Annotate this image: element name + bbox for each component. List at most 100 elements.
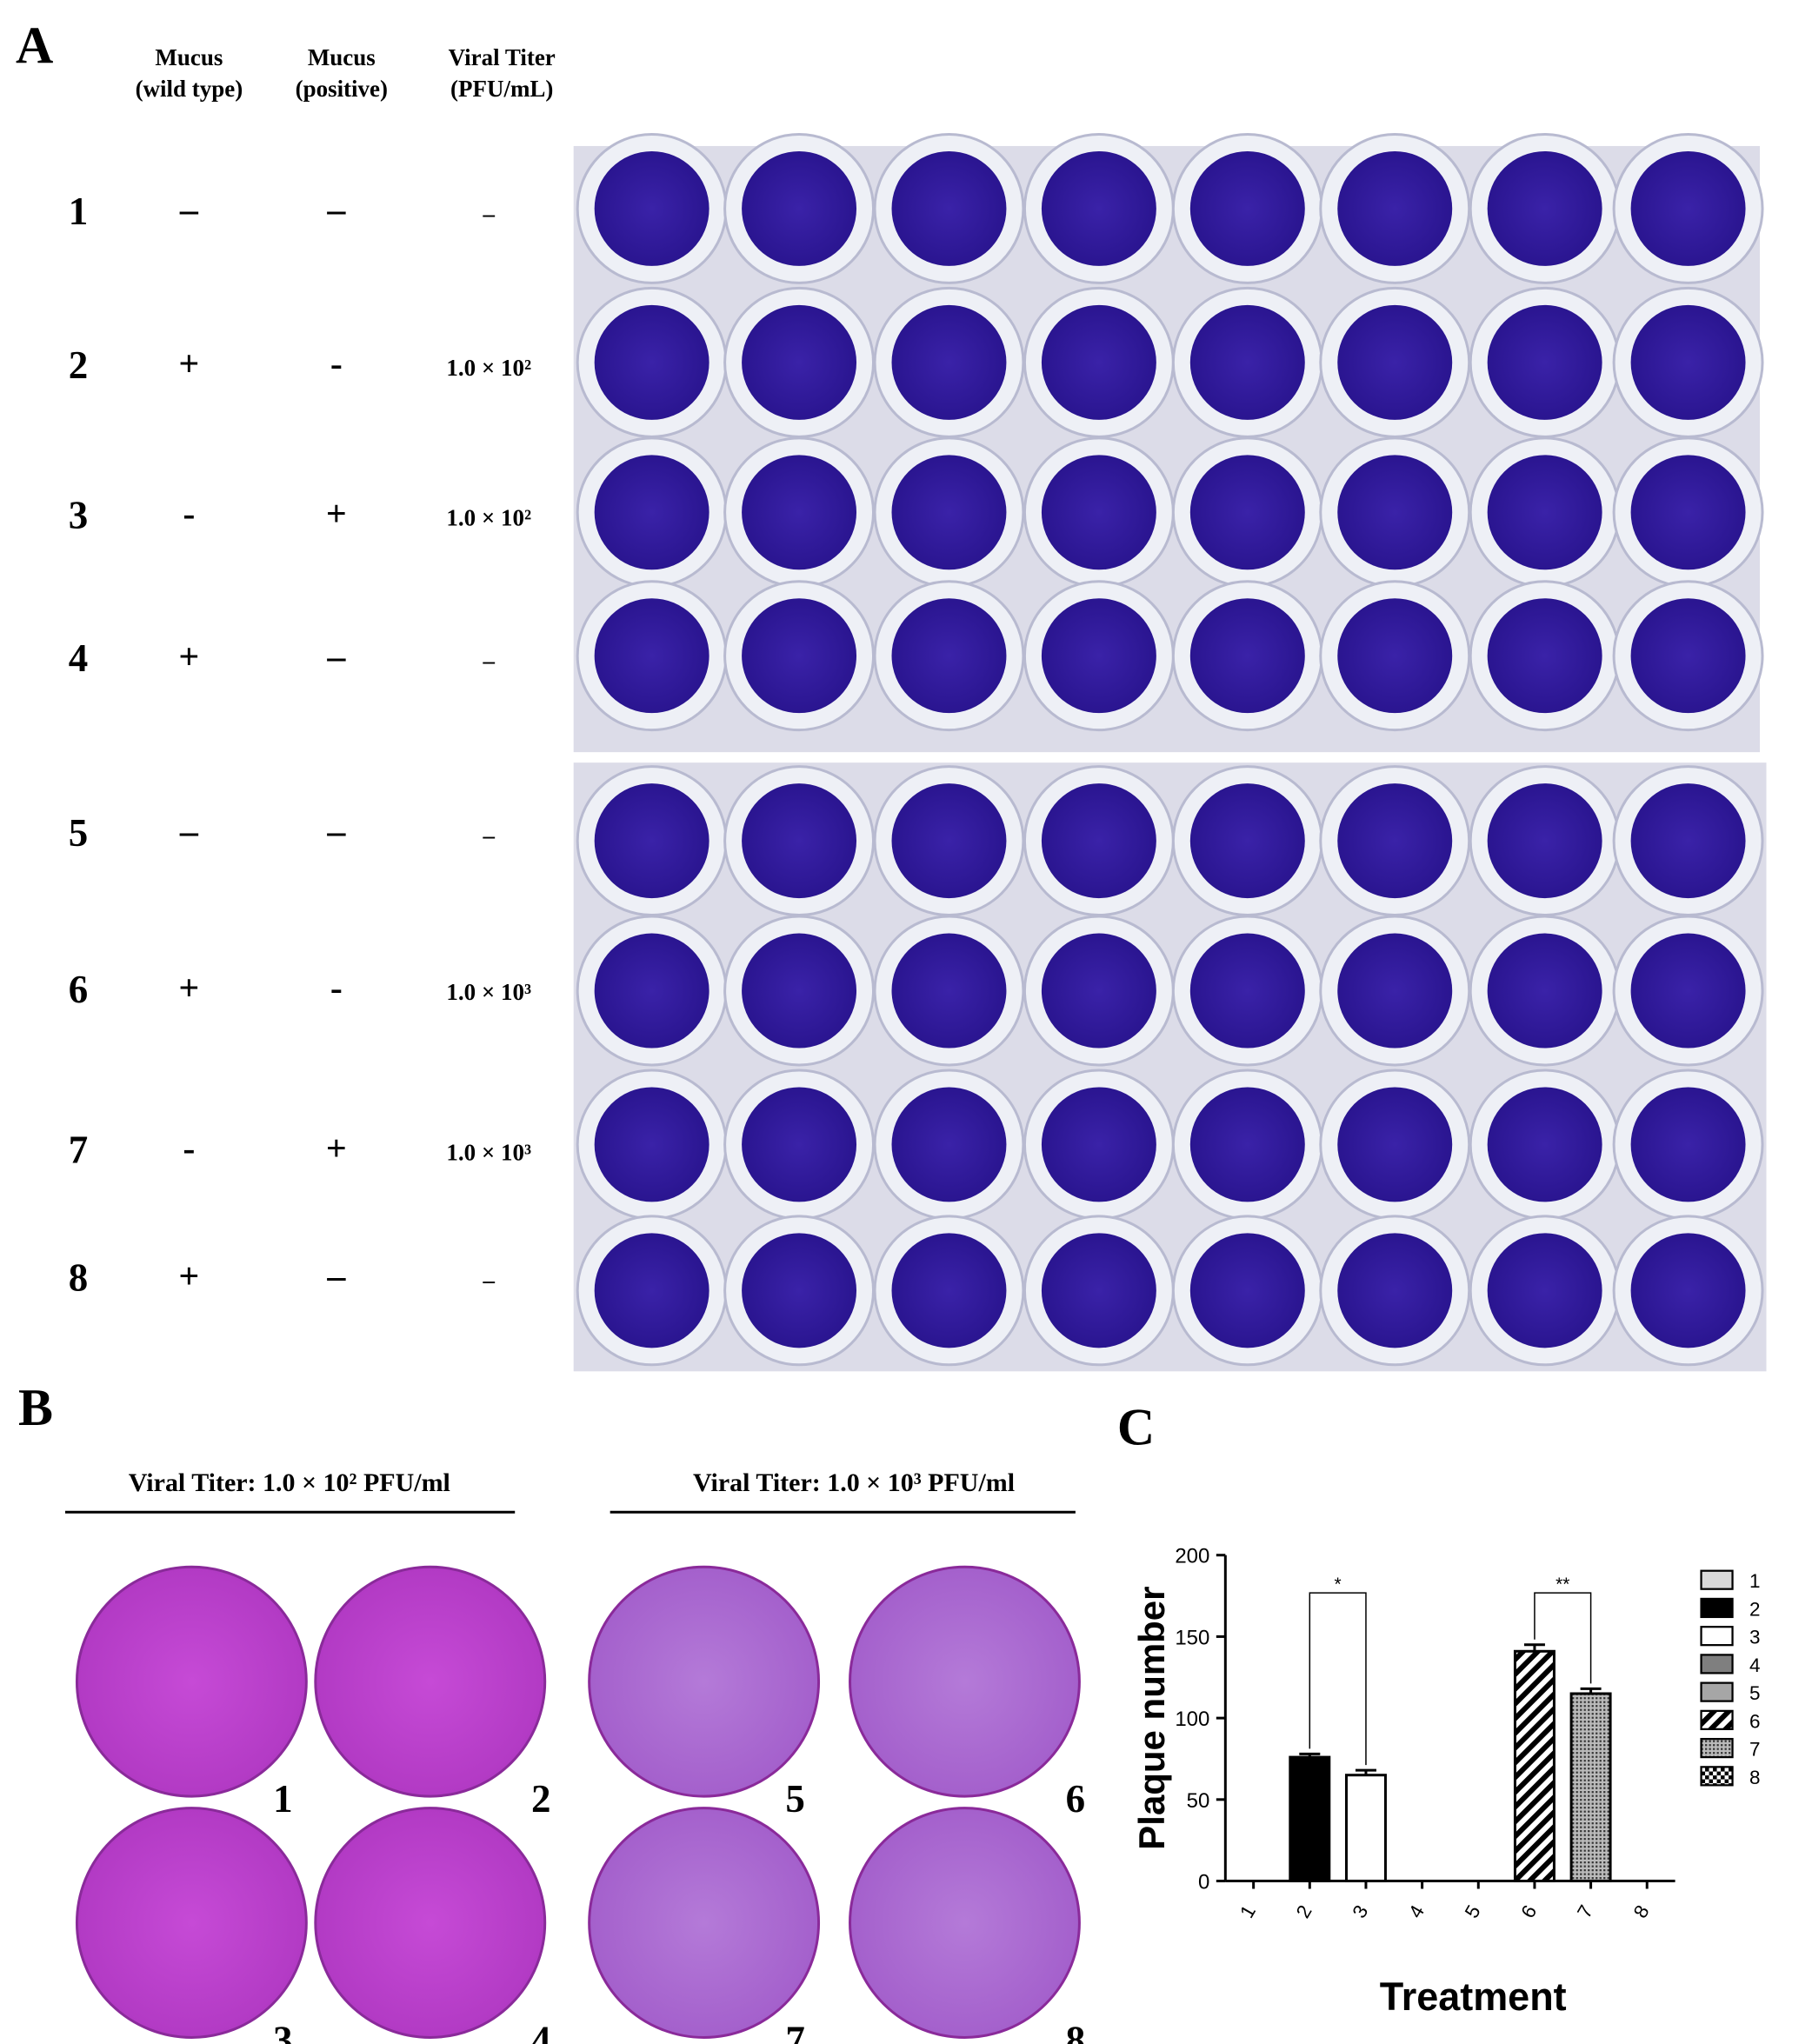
well (742, 1233, 857, 1348)
well (742, 150, 857, 266)
cell: - (183, 494, 195, 534)
column-header: Mucus (308, 44, 376, 70)
well (1189, 1233, 1305, 1348)
cell: + (178, 637, 199, 677)
plate-photo (573, 132, 1767, 1372)
cell: – (482, 201, 495, 227)
cell: 1.0 × 10³ (446, 1139, 531, 1165)
legend-label: 7 (1749, 1739, 1760, 1761)
dish (849, 1565, 1081, 1798)
significance-bracket (1534, 1592, 1592, 1684)
row-label: 5 (69, 811, 88, 855)
well (1189, 933, 1305, 1049)
legend-label: 2 (1749, 1598, 1760, 1620)
dish-label: 5 (785, 1777, 804, 1821)
well (742, 304, 857, 420)
cell: – (482, 1267, 495, 1293)
well (1630, 1233, 1746, 1348)
dish (75, 1807, 308, 2039)
well (1487, 455, 1602, 570)
legend-swatch (1700, 1681, 1734, 1702)
error-bar (1355, 1768, 1376, 1775)
cell: + (326, 1129, 347, 1168)
well (1337, 1233, 1453, 1348)
legend-label: 1 (1749, 1570, 1760, 1592)
cell: + (326, 494, 347, 534)
well (1337, 1087, 1453, 1202)
legend-label: 3 (1749, 1627, 1760, 1648)
well (1337, 933, 1453, 1049)
well (742, 933, 857, 1049)
x-axis-label: Treatment (1380, 1974, 1567, 2019)
cell: 1.0 × 10² (446, 504, 531, 530)
x-tick-label: 5 (1461, 1901, 1485, 1921)
x-tick-label: 2 (1292, 1901, 1316, 1921)
well (1041, 598, 1156, 714)
well (1487, 304, 1602, 420)
well (891, 304, 1007, 420)
row-label: 3 (69, 493, 88, 536)
well (891, 783, 1007, 899)
dish-label: 1 (273, 1777, 292, 1821)
well (742, 598, 857, 714)
bar (1289, 1755, 1331, 1883)
significance-bracket (1309, 1592, 1367, 1766)
well (891, 1087, 1007, 1202)
well (891, 598, 1007, 714)
well (594, 150, 709, 266)
bar (1569, 1692, 1612, 1883)
well (1041, 783, 1156, 899)
cell: – (482, 822, 495, 849)
well (742, 783, 857, 899)
cell: - (330, 969, 343, 1009)
well (1487, 1233, 1602, 1348)
well (594, 933, 709, 1049)
well (1487, 150, 1602, 266)
legend-label: 4 (1749, 1655, 1760, 1676)
well (1630, 150, 1746, 266)
legend-label: 8 (1749, 1767, 1760, 1788)
well (1487, 783, 1602, 899)
dish-label: 6 (1066, 1777, 1085, 1821)
cell: – (326, 812, 346, 852)
well (1630, 1087, 1746, 1202)
dish (849, 1807, 1081, 2039)
well (1337, 304, 1453, 420)
significance-mark: ** (1556, 1575, 1569, 1595)
y-axis-label: Plaque number (1131, 1587, 1172, 1850)
well (1041, 150, 1156, 266)
well (1337, 783, 1453, 899)
well (1630, 304, 1746, 420)
x-tick-label: 4 (1404, 1901, 1429, 1921)
dish (75, 1565, 308, 1798)
error-bar (1299, 1752, 1321, 1758)
legend-swatch (1700, 1709, 1734, 1730)
cell: - (330, 344, 343, 384)
y-tick-label: 100 (1175, 1708, 1209, 1731)
well (1189, 304, 1305, 420)
bar (1513, 1649, 1556, 1883)
legend-label: 5 (1749, 1682, 1760, 1704)
well (1189, 598, 1305, 714)
dish-label: 4 (531, 2018, 550, 2044)
legend-swatch (1700, 1597, 1734, 1619)
y-tick-label: 0 (1198, 1871, 1209, 1894)
well (1041, 1233, 1156, 1348)
bar (1344, 1774, 1387, 1883)
well (1337, 598, 1453, 714)
cell: + (178, 344, 199, 384)
dish (588, 1807, 821, 2039)
column-header: Mucus (155, 44, 223, 70)
well (1189, 150, 1305, 266)
well (1487, 1087, 1602, 1202)
well (1189, 783, 1305, 899)
x-tick-label: 6 (1516, 1901, 1541, 1921)
x-tick-label: 1 (1236, 1901, 1260, 1921)
column-header: (positive) (296, 76, 388, 102)
well (891, 455, 1007, 570)
well (891, 150, 1007, 266)
well (594, 1233, 709, 1348)
well (594, 1087, 709, 1202)
well (1041, 1087, 1156, 1202)
x-tick-label: 7 (1573, 1901, 1597, 1921)
